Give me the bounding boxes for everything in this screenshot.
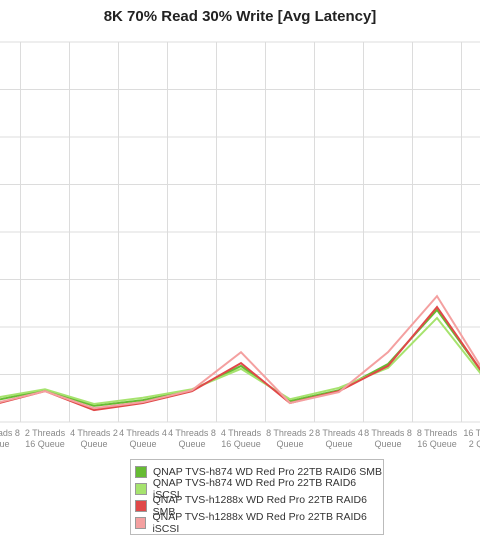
- legend-entry: QNAP TVS-h1288x WD Red Pro 22TB RAID6 SM…: [131, 494, 383, 518]
- legend-entry: QNAP TVS-h874 WD Red Pro 22TB RAID6 iSCS…: [131, 477, 383, 501]
- series-line: [0, 316, 480, 405]
- legend-entry: QNAP TVS-h874 WD Red Pro 22TB RAID6 SMB: [131, 463, 383, 480]
- legend-swatch: [135, 482, 147, 495]
- x-tick-label: 4 Threads 2 Queue: [70, 428, 118, 449]
- legend: QNAP TVS-h874 WD Red Pro 22TB RAID6 SMB Q…: [130, 459, 384, 535]
- series-line: [0, 308, 480, 407]
- legend-swatch: [135, 516, 147, 529]
- x-tick-label: 16 Threads 2 Queue: [463, 428, 480, 449]
- x-tick-label: 8 Threads 16 Queue: [416, 428, 458, 449]
- series-line: [0, 305, 480, 412]
- chart-title: 8K 70% Read 30% Write [Avg Latency]: [104, 8, 377, 25]
- legend-label: QNAP TVS-h874 WD Red Pro 22TB RAID6 iSCS…: [152, 476, 357, 501]
- x-tick-label: 4 Threads 8 Queue: [168, 428, 216, 449]
- x-tick-label: 4 Threads 16 Queue: [220, 428, 262, 449]
- series-line: [0, 294, 480, 410]
- legend-swatch: [135, 465, 147, 478]
- x-tick-label: 8 Threads 8 Queue: [364, 428, 412, 449]
- legend-label: QNAP TVS-h1288x WD Red Pro 22TB RAID6 iS…: [152, 510, 367, 535]
- legend-label: QNAP TVS-h1288x WD Red Pro 22TB RAID6 SM…: [152, 493, 367, 518]
- x-tick-label: 2 Threads 16 Queue: [24, 428, 66, 449]
- legend-label: QNAP TVS-h874 WD Red Pro 22TB RAID6 SMB: [153, 465, 382, 478]
- x-tick-label: 8 Threads 2 Queue: [266, 428, 314, 449]
- x-tick-label: 8 Threads 4 Queue: [315, 428, 363, 449]
- legend-swatch: [135, 499, 147, 512]
- x-tick-label: 4 Threads 4 Queue: [119, 428, 167, 449]
- legend-entry: QNAP TVS-h1288x WD Red Pro 22TB RAID6 iS…: [131, 511, 383, 535]
- x-tick-label: 2 Threads 8 Queue: [0, 428, 20, 449]
